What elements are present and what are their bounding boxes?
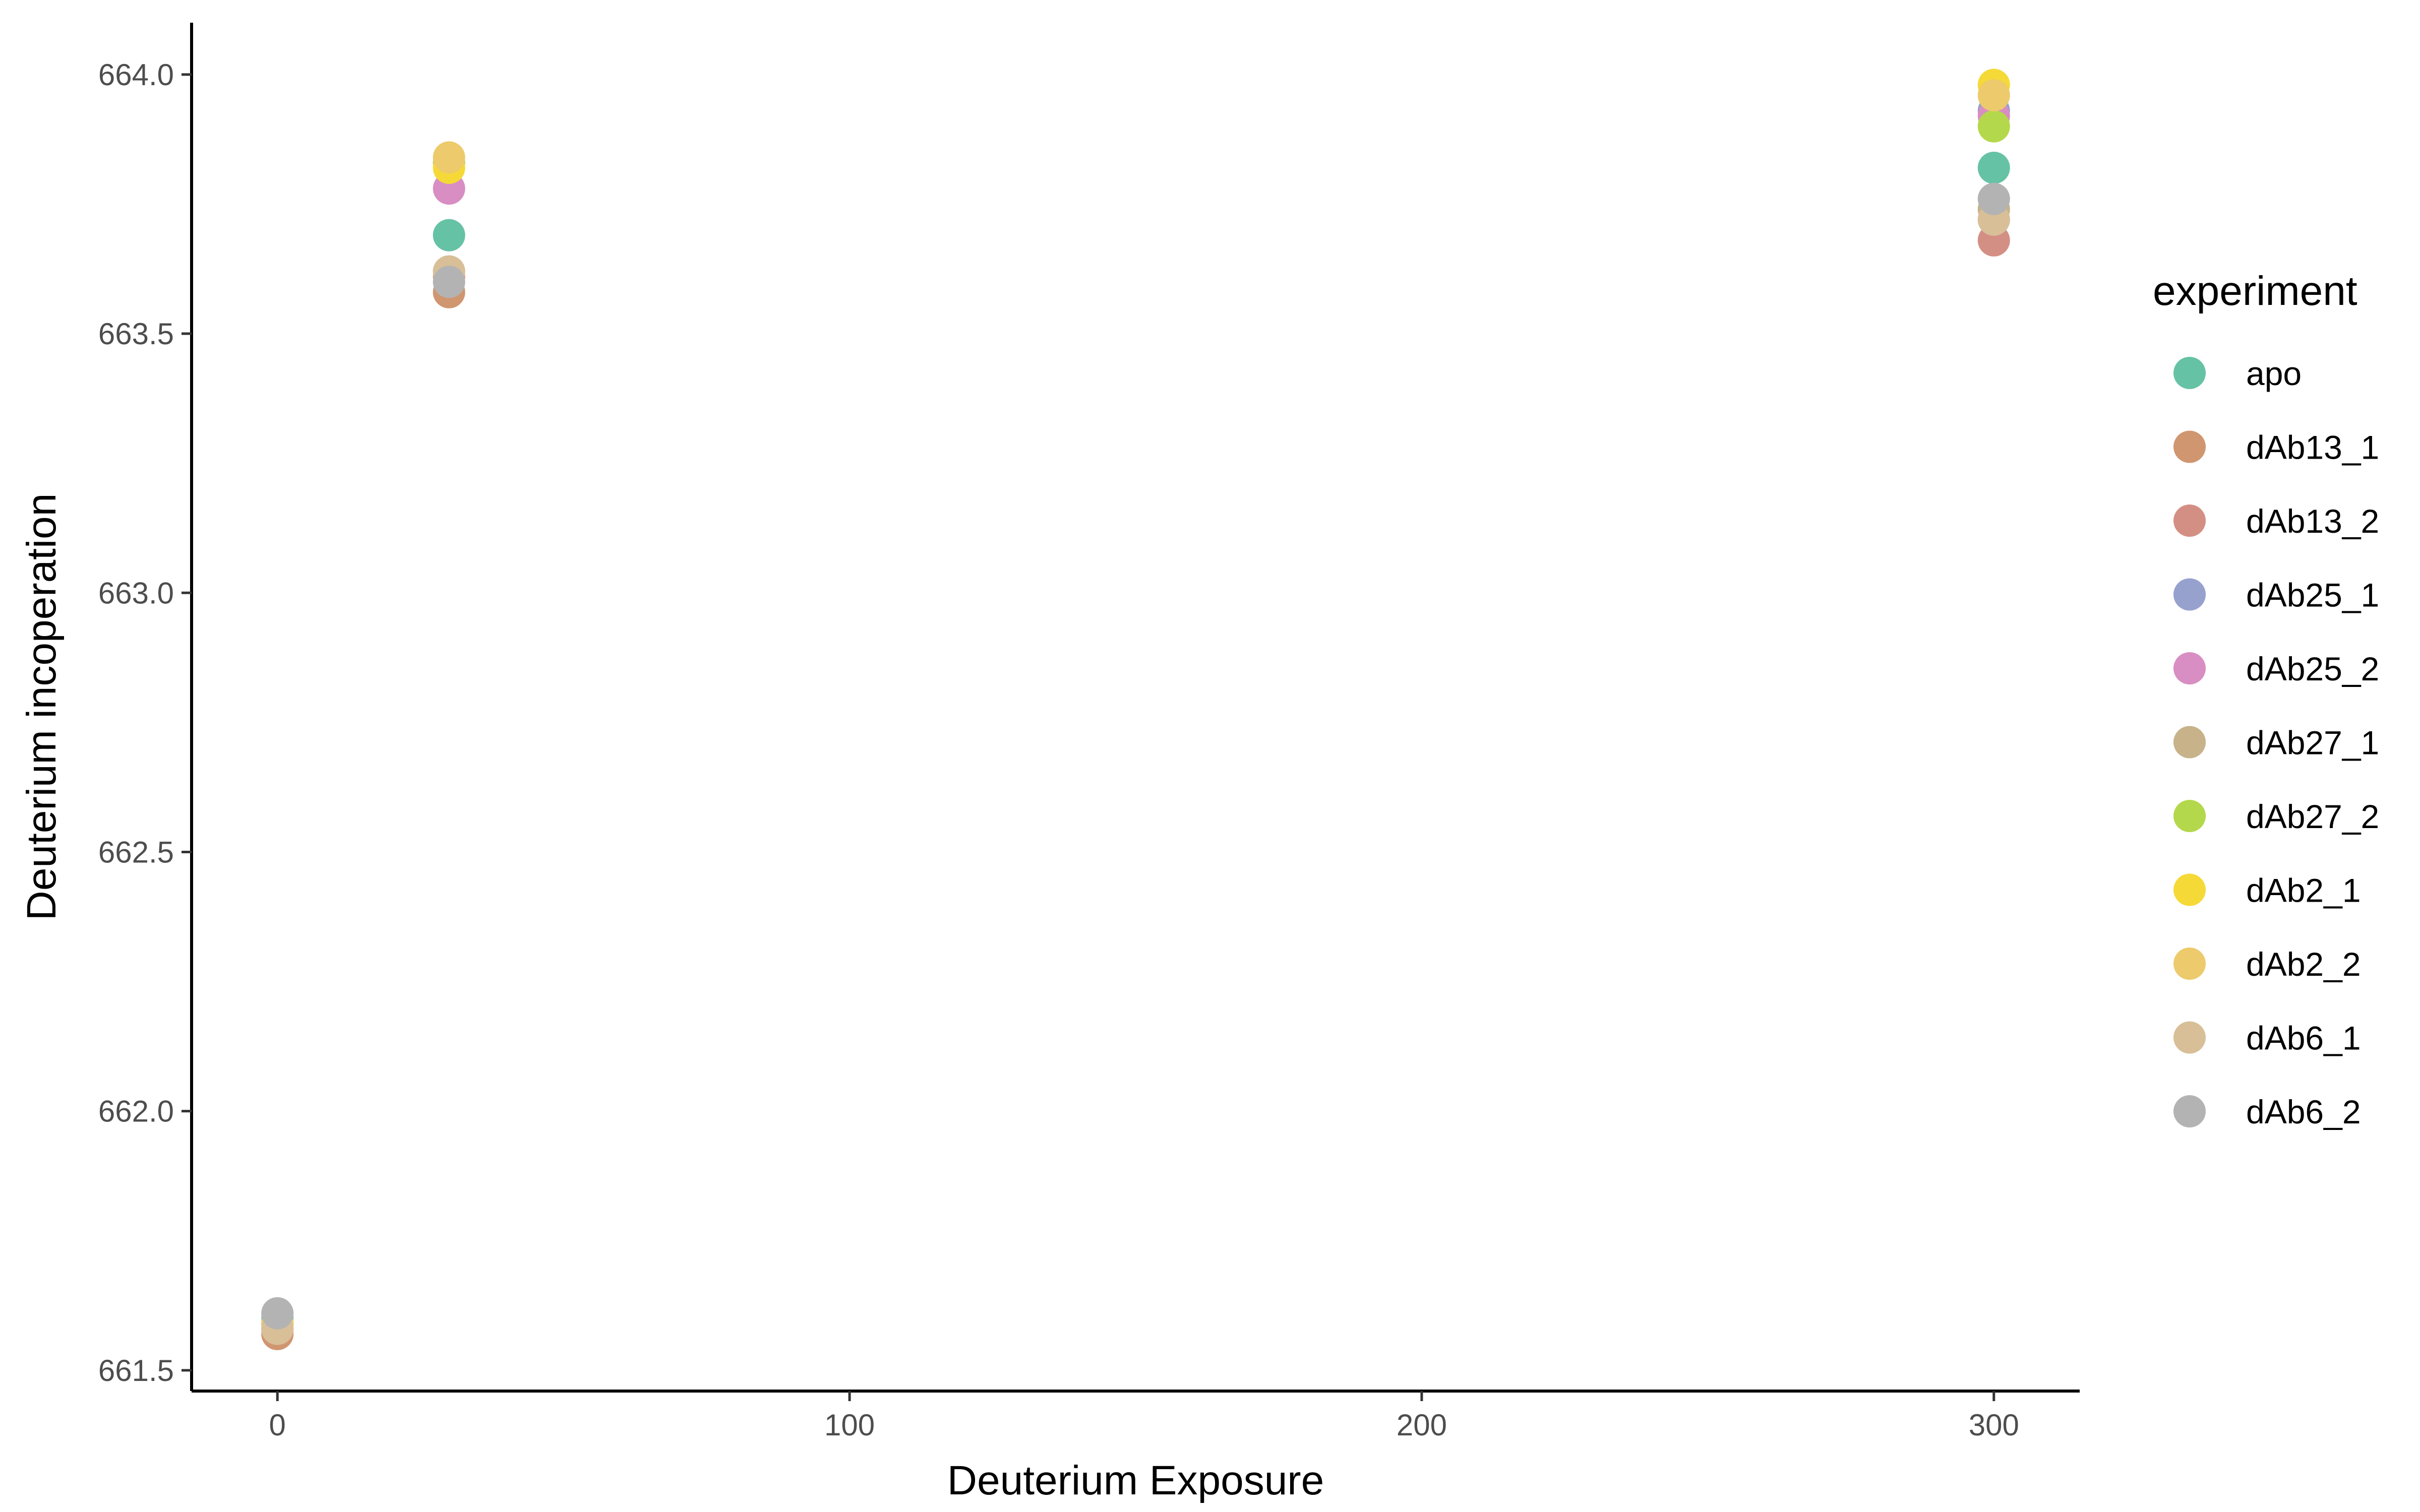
y-tick-label: 662.0 xyxy=(98,1095,174,1128)
legend-key xyxy=(2173,505,2206,537)
legend-label: dAb13_2 xyxy=(2246,502,2379,540)
x-tick-label: 100 xyxy=(824,1408,875,1442)
legend-label: dAb6_1 xyxy=(2246,1020,2361,1057)
data-point-dab27-2 xyxy=(1977,110,2010,143)
data-point-apo xyxy=(433,219,465,251)
legend-key xyxy=(2173,800,2206,832)
x-tick-label: 300 xyxy=(1969,1408,2019,1442)
x-axis-title: Deuterium Exposure xyxy=(947,1458,1324,1503)
axes-layer xyxy=(190,23,2080,1393)
legend-label: dAb6_2 xyxy=(2246,1093,2361,1130)
y-tick-label: 664.0 xyxy=(98,58,174,92)
legend-key xyxy=(2173,948,2206,980)
y-axis-ticks: 661.5 662.0 662.5 663.0 663.5 664.0 xyxy=(98,58,192,1388)
legend-items: apo dAb13_1 dAb13_2 dAb25_1 dAb25_2 dAb27_1 dA… xyxy=(2173,355,2379,1130)
data-point-apo xyxy=(1977,151,2010,184)
data-point-dab6-2 xyxy=(433,266,465,298)
legend-label: dAb13_1 xyxy=(2246,429,2379,466)
data-point-dab6-2 xyxy=(1977,182,2010,215)
legend: experiment apo dAb13_1 dAb13_2 dAb25_1 dAb25… xyxy=(2153,268,2379,1130)
points-layer xyxy=(261,69,2010,1350)
legend-key xyxy=(2173,578,2206,611)
legend-label: dAb27_1 xyxy=(2246,724,2379,762)
legend-label: apo xyxy=(2246,355,2302,392)
y-tick-label: 662.5 xyxy=(98,835,174,869)
y-tick-label: 661.5 xyxy=(98,1354,174,1388)
legend-key xyxy=(2173,357,2206,389)
legend-label: dAb27_2 xyxy=(2246,798,2379,835)
y-tick-label: 663.5 xyxy=(98,317,174,351)
legend-key xyxy=(2173,873,2206,906)
data-point-dab6-2 xyxy=(261,1297,294,1330)
x-axis-ticks: 0 100 200 300 xyxy=(269,1391,2019,1442)
legend-key xyxy=(2173,1021,2206,1054)
y-axis-title: Deuterium incoperation xyxy=(19,493,65,921)
x-tick-label: 0 xyxy=(269,1408,286,1442)
legend-label: dAb25_1 xyxy=(2246,577,2379,614)
legend-key xyxy=(2173,1095,2206,1127)
legend-key xyxy=(2173,430,2206,463)
data-point-dab2-2 xyxy=(1977,79,2010,111)
data-point-dab2-2 xyxy=(433,141,465,174)
legend-label: dAb25_2 xyxy=(2246,650,2379,687)
legend-label: dAb2_1 xyxy=(2246,872,2361,909)
legend-key xyxy=(2173,652,2206,684)
y-tick-label: 663.0 xyxy=(98,576,174,610)
legend-title: experiment xyxy=(2153,268,2357,314)
legend-label: dAb2_2 xyxy=(2246,946,2361,983)
legend-key xyxy=(2173,726,2206,759)
x-tick-label: 200 xyxy=(1397,1408,1447,1442)
